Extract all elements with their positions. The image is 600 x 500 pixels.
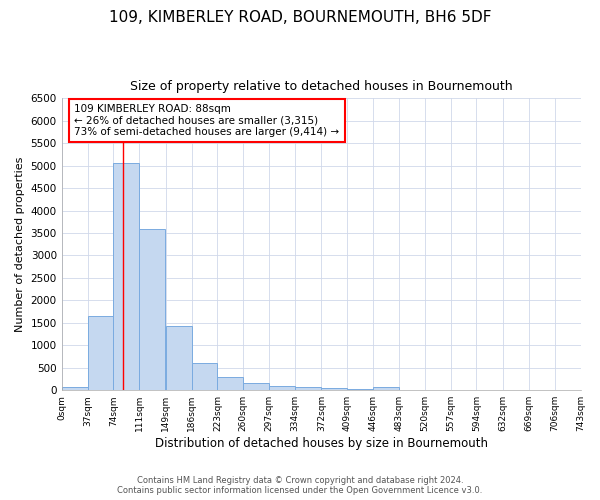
Title: Size of property relative to detached houses in Bournemouth: Size of property relative to detached ho… <box>130 80 512 93</box>
Bar <box>166 326 191 390</box>
Bar <box>88 316 113 390</box>
X-axis label: Distribution of detached houses by size in Bournemouth: Distribution of detached houses by size … <box>155 437 488 450</box>
Bar <box>62 387 88 390</box>
Bar <box>295 387 321 390</box>
Bar <box>243 384 269 390</box>
Bar <box>191 363 217 390</box>
Text: Contains HM Land Registry data © Crown copyright and database right 2024.
Contai: Contains HM Land Registry data © Crown c… <box>118 476 482 495</box>
Bar <box>347 389 373 390</box>
Text: 109, KIMBERLEY ROAD, BOURNEMOUTH, BH6 5DF: 109, KIMBERLEY ROAD, BOURNEMOUTH, BH6 5D… <box>109 10 491 25</box>
Y-axis label: Number of detached properties: Number of detached properties <box>15 156 25 332</box>
Bar <box>217 377 243 390</box>
Bar <box>139 228 165 390</box>
Bar <box>322 388 347 390</box>
Text: 109 KIMBERLEY ROAD: 88sqm
← 26% of detached houses are smaller (3,315)
73% of se: 109 KIMBERLEY ROAD: 88sqm ← 26% of detac… <box>74 104 340 137</box>
Bar <box>373 387 399 390</box>
Bar <box>113 162 139 390</box>
Bar <box>269 386 295 390</box>
